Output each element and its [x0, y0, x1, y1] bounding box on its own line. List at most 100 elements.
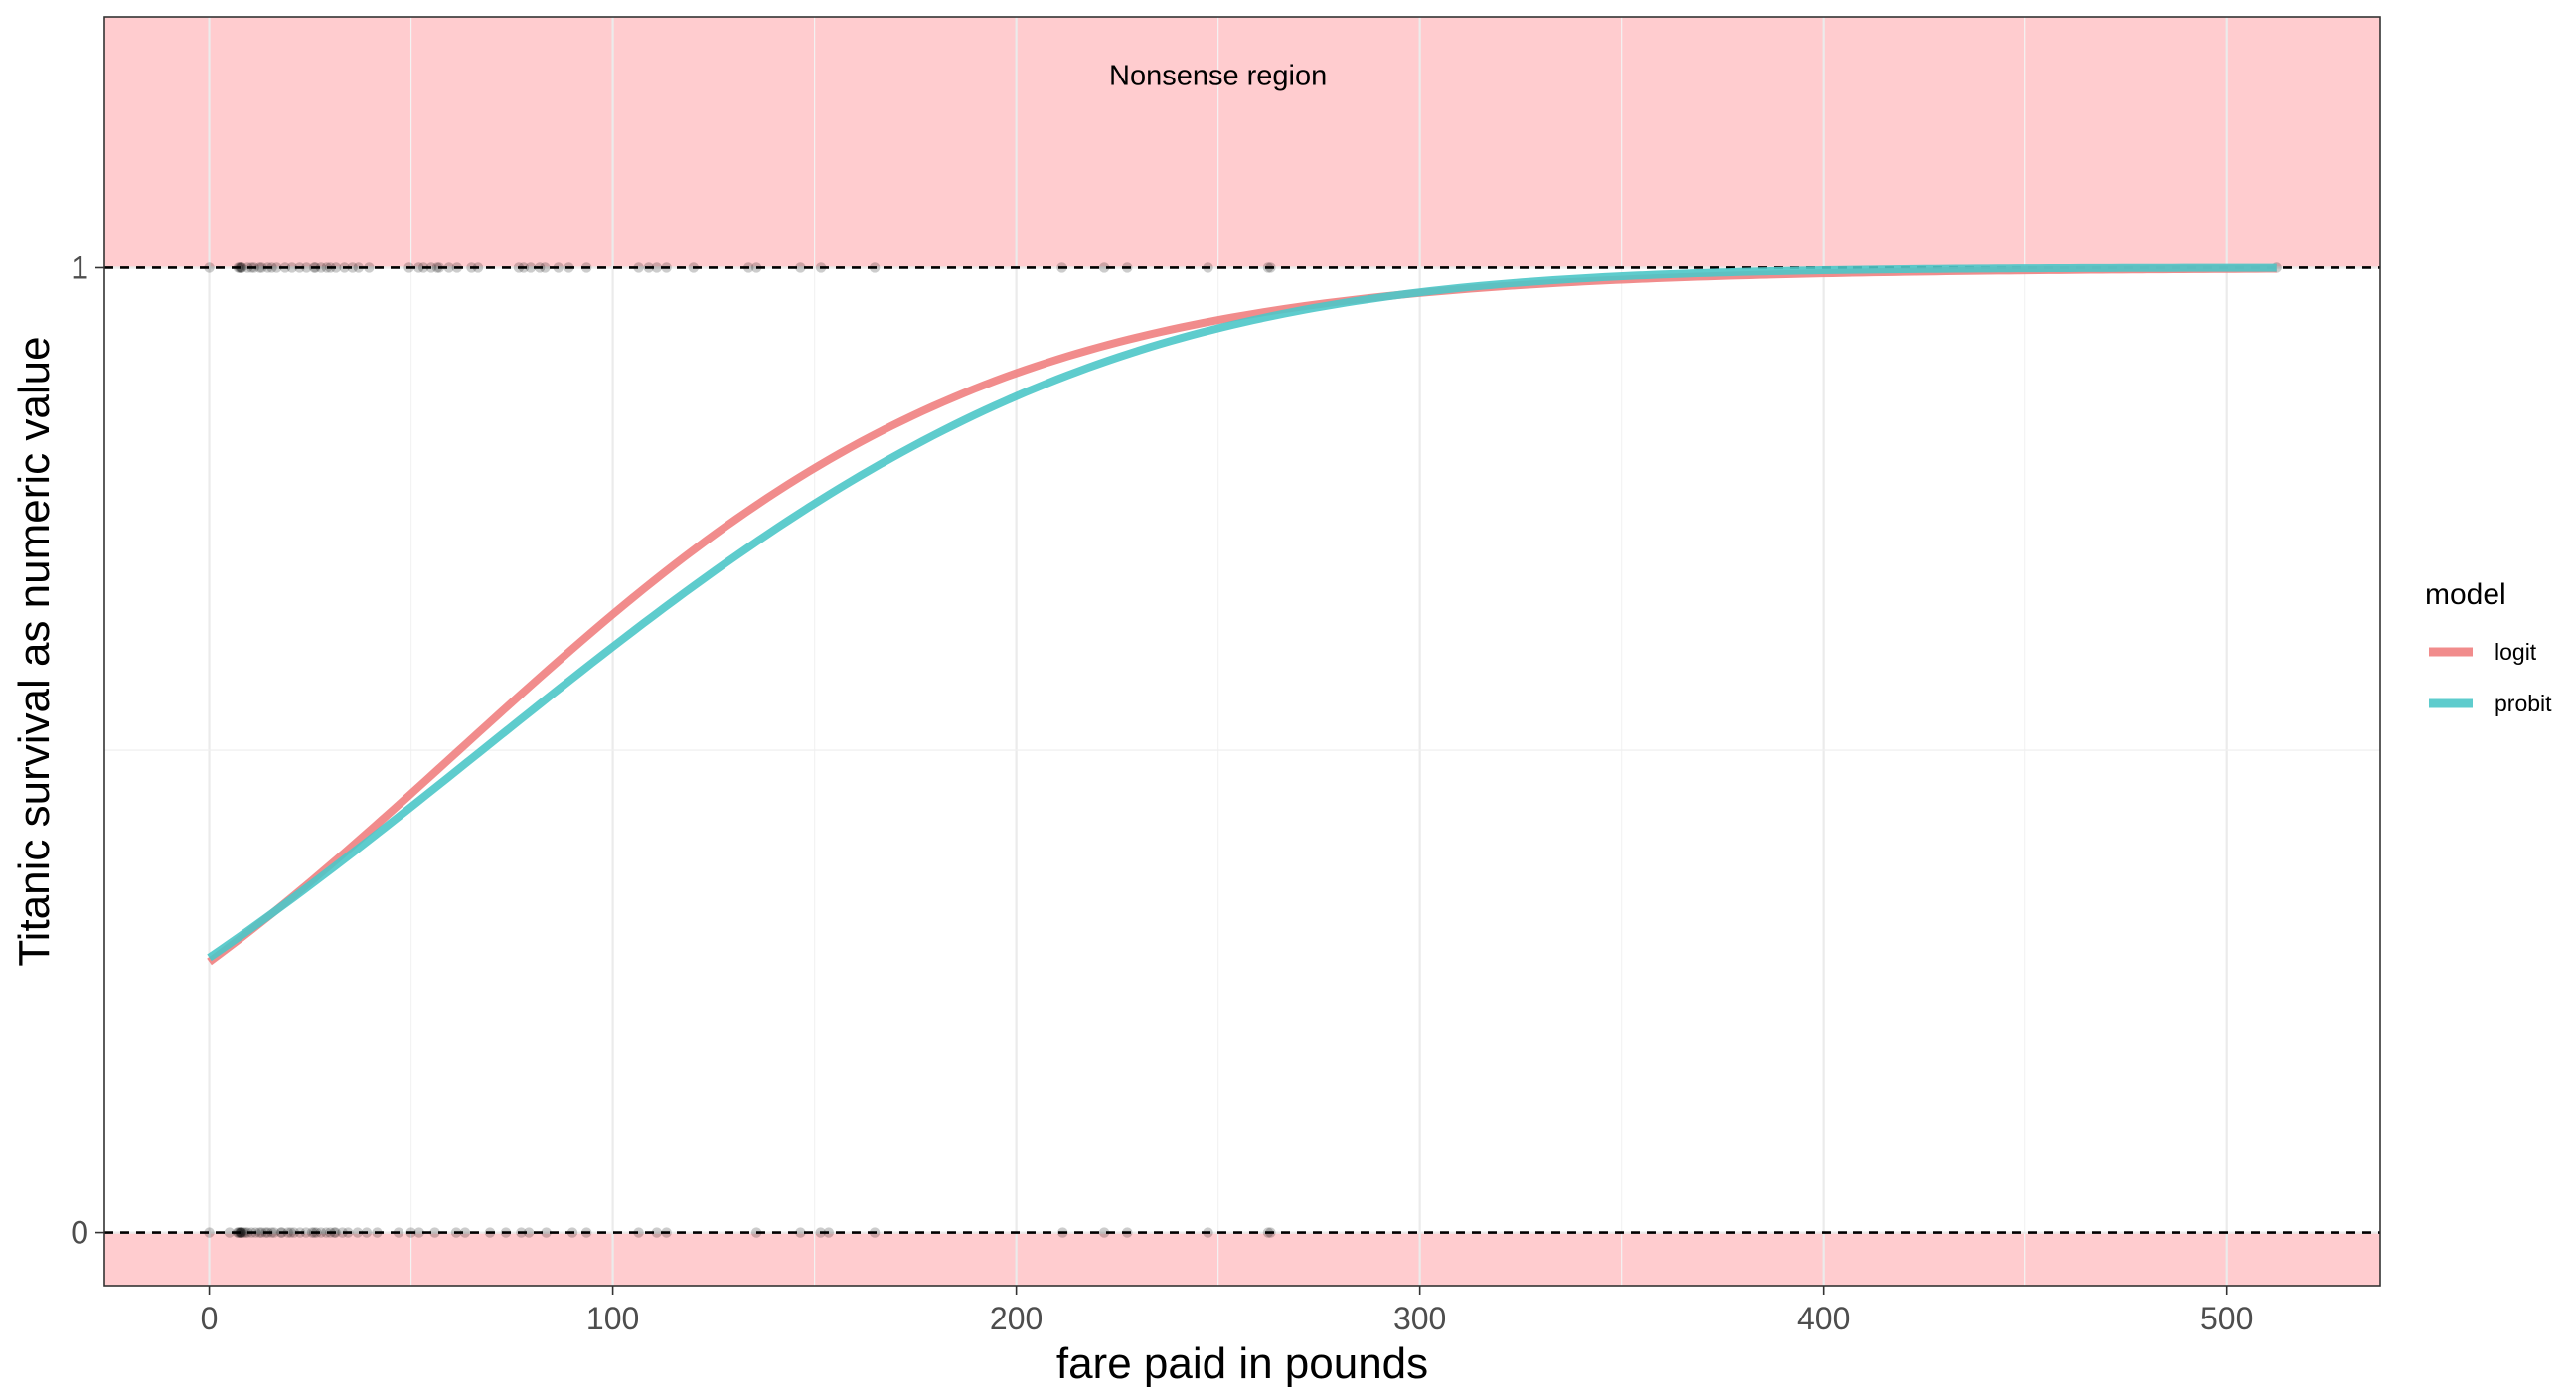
point-survived-37: [472, 262, 484, 273]
point-survived-44: [564, 262, 574, 273]
legend-title: model: [2425, 578, 2506, 611]
point-survived-59: [1203, 262, 1213, 273]
nonsense-band-1: [104, 1232, 2380, 1286]
point-survived-45: [581, 262, 592, 273]
point-died-14: [254, 1227, 265, 1238]
point-died-30: [315, 1227, 327, 1238]
point-died-46: [484, 1227, 496, 1238]
point-survived-13: [271, 262, 282, 273]
point-survived-51: [743, 262, 754, 273]
point-survived-20: [315, 262, 327, 273]
nonsense-region-annotation: Nonsense region: [1109, 60, 1327, 91]
point-survived-57: [1098, 262, 1110, 273]
point-died-2: [232, 1227, 243, 1238]
point-survived-16: [294, 262, 305, 273]
point-survived-33: [433, 262, 445, 273]
point-survived-12: [266, 262, 277, 273]
point-died-26: [300, 1227, 312, 1238]
point-died-3: [233, 1227, 244, 1238]
point-died-43: [429, 1227, 440, 1238]
point-survived-35: [451, 262, 463, 273]
point-died-13: [250, 1227, 261, 1238]
point-died-4: [234, 1227, 245, 1238]
point-survived-41: [534, 262, 546, 273]
point-survived-50: [688, 262, 700, 273]
x-tick-label-200: 200: [990, 1301, 1043, 1336]
point-survived-52: [750, 262, 762, 273]
x-axis-title: fare paid in pounds: [1056, 1339, 1428, 1388]
y-tick-label-1: 1: [71, 249, 88, 285]
point-survived-47: [643, 262, 654, 273]
point-died-45: [459, 1227, 471, 1238]
x-tick-label-0: 0: [201, 1301, 219, 1336]
point-survived-24: [339, 262, 350, 273]
y-axis-title: Titanic survival as numeric value: [10, 336, 59, 966]
x-tick-label-100: 100: [586, 1301, 639, 1336]
point-died-17: [262, 1227, 273, 1238]
point-survived-60: [1262, 262, 1274, 273]
point-died-36: [343, 1227, 354, 1238]
point-survived-4: [236, 262, 246, 273]
point-died-11: [242, 1227, 253, 1238]
point-survived-55: [869, 262, 881, 273]
point-survived-19: [310, 262, 321, 273]
point-died-1: [224, 1227, 236, 1238]
point-survived-34: [443, 262, 454, 273]
point-survived-28: [403, 262, 414, 273]
point-died-6: [236, 1227, 246, 1238]
point-survived-7: [246, 262, 257, 273]
legend-items: logit probit: [2429, 639, 2552, 716]
point-died-10: [240, 1227, 251, 1238]
point-died-35: [337, 1227, 348, 1238]
point-died-7: [236, 1227, 246, 1238]
point-died-60: [869, 1227, 881, 1238]
point-survived-58: [1122, 262, 1133, 273]
plot-panel: Nonsense region: [103, 16, 2381, 1287]
point-survived-36: [466, 262, 477, 273]
point-survived-54: [815, 262, 827, 273]
point-survived-9: [254, 262, 265, 273]
point-died-59: [823, 1227, 835, 1238]
point-survived-23: [330, 262, 342, 273]
curve-probit: [207, 263, 2277, 962]
point-died-15: [256, 1227, 267, 1238]
point-survived-1: [233, 262, 244, 273]
point-died-25: [294, 1227, 306, 1238]
point-died-62: [1098, 1227, 1110, 1238]
point-survived-42: [540, 262, 551, 273]
point-died-63: [1122, 1227, 1133, 1238]
point-survived-49: [661, 262, 672, 273]
point-survived-3: [235, 262, 246, 273]
point-survived-6: [242, 262, 253, 273]
point-died-18: [266, 1227, 277, 1238]
legend-label-probit: probit: [2495, 691, 2552, 716]
point-survived-5: [237, 262, 247, 273]
point-died-56: [750, 1227, 762, 1238]
point-died-41: [405, 1227, 416, 1238]
point-died-53: [633, 1227, 644, 1238]
point-survived-8: [248, 262, 259, 273]
point-died-12: [246, 1227, 257, 1238]
point-died-31: [321, 1227, 332, 1238]
point-survived-18: [308, 262, 320, 273]
point-survived-46: [633, 262, 644, 273]
point-died-52: [581, 1227, 592, 1238]
legend: model logit probit: [2425, 578, 2552, 716]
point-survived-26: [353, 262, 364, 273]
nonsense-bands: [104, 17, 2380, 1286]
point-died-0: [204, 1227, 215, 1238]
point-died-40: [393, 1227, 404, 1238]
point-died-20: [275, 1227, 287, 1238]
point-survived-40: [525, 262, 537, 273]
y-tick-label-0: 0: [71, 1215, 88, 1251]
point-died-65: [1262, 1227, 1274, 1238]
point-died-51: [566, 1227, 578, 1238]
point-survived-30: [417, 262, 429, 273]
point-survived-32: [431, 262, 443, 273]
point-died-27: [306, 1227, 318, 1238]
point-died-47: [500, 1227, 512, 1238]
point-survived-11: [262, 262, 273, 273]
point-died-55: [661, 1227, 672, 1238]
y-axis: 01: [71, 249, 104, 1251]
point-survived-43: [553, 262, 564, 273]
